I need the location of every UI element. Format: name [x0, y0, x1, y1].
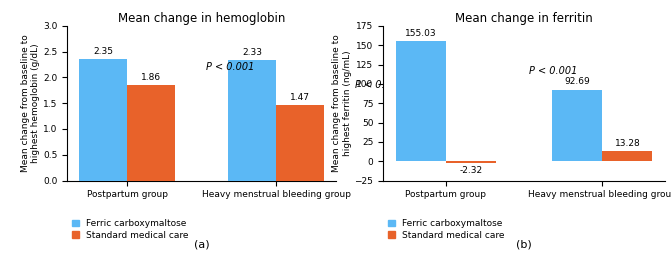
Bar [552, 90, 602, 161]
Text: 2.33: 2.33 [243, 48, 262, 57]
Title: Mean change in hemoglobin: Mean change in hemoglobin [118, 12, 286, 25]
Text: P < 0.001: P < 0.001 [206, 62, 255, 72]
Text: 1.47: 1.47 [290, 93, 310, 102]
Bar [602, 151, 653, 161]
Text: -2.32: -2.32 [460, 166, 482, 175]
Bar [228, 60, 276, 181]
Text: P < 0.001: P < 0.001 [355, 80, 403, 90]
Text: 1.86: 1.86 [141, 72, 161, 82]
Text: P < 0.001: P < 0.001 [529, 66, 577, 76]
Text: 155.03: 155.03 [405, 29, 437, 38]
Legend: Ferric carboxymaltose, Standard medical care: Ferric carboxymaltose, Standard medical … [388, 219, 505, 240]
Text: 92.69: 92.69 [564, 77, 590, 86]
Bar [79, 59, 127, 181]
Legend: Ferric carboxymaltose, Standard medical care: Ferric carboxymaltose, Standard medical … [72, 219, 189, 240]
Bar [276, 105, 324, 181]
Y-axis label: Mean change from baseline to
highest hemoglobin (g/dL): Mean change from baseline to highest hem… [21, 34, 40, 172]
Title: Mean change in ferritin: Mean change in ferritin [456, 12, 593, 25]
Text: 13.28: 13.28 [614, 139, 640, 148]
Bar [127, 85, 175, 181]
Text: (b): (b) [516, 239, 532, 249]
Y-axis label: Mean change from baseline to
highest ferritin (ng/mL): Mean change from baseline to highest fer… [332, 34, 351, 172]
Bar [396, 41, 446, 161]
Text: (a): (a) [194, 239, 210, 249]
Text: 2.35: 2.35 [93, 47, 114, 56]
Bar [446, 161, 496, 163]
